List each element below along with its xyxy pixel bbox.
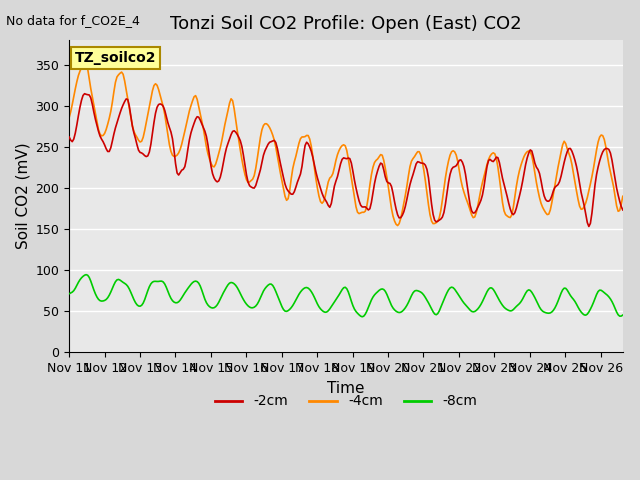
Y-axis label: Soil CO2 (mV): Soil CO2 (mV) xyxy=(15,143,30,250)
-4cm xyxy=(232,117,239,123)
X-axis label: Time: Time xyxy=(327,381,365,396)
-8cm xyxy=(232,283,239,288)
-2cm xyxy=(65,134,73,140)
-2cm xyxy=(585,224,593,229)
Line: -4cm: -4cm xyxy=(69,60,623,226)
-2cm xyxy=(260,152,268,158)
-8cm xyxy=(134,303,142,309)
Legend: -2cm, -4cm, -8cm: -2cm, -4cm, -8cm xyxy=(209,389,483,414)
-2cm xyxy=(309,155,317,160)
-2cm xyxy=(134,147,142,153)
-4cm xyxy=(134,137,142,143)
-4cm xyxy=(260,122,268,128)
-8cm xyxy=(65,291,73,297)
-2cm xyxy=(81,91,88,96)
-8cm xyxy=(83,272,90,277)
-2cm xyxy=(591,182,599,188)
Line: -8cm: -8cm xyxy=(69,275,623,317)
-8cm xyxy=(591,296,599,301)
-8cm xyxy=(619,312,627,318)
-8cm xyxy=(250,304,258,310)
-4cm xyxy=(619,193,627,199)
Line: -2cm: -2cm xyxy=(69,94,623,227)
Title: Tonzi Soil CO2 Profile: Open (East) CO2: Tonzi Soil CO2 Profile: Open (East) CO2 xyxy=(170,15,522,33)
-4cm xyxy=(309,153,317,159)
Text: TZ_soilco2: TZ_soilco2 xyxy=(75,51,156,65)
-8cm xyxy=(260,288,268,294)
-8cm xyxy=(309,291,317,297)
-8cm xyxy=(358,314,366,320)
-4cm xyxy=(591,156,599,162)
-2cm xyxy=(232,129,239,135)
-2cm xyxy=(619,207,627,213)
Text: No data for f_CO2E_4: No data for f_CO2E_4 xyxy=(6,14,140,27)
-4cm xyxy=(65,115,73,120)
-4cm xyxy=(394,223,401,228)
-4cm xyxy=(81,57,88,63)
-2cm xyxy=(250,185,258,191)
-4cm xyxy=(250,173,258,179)
